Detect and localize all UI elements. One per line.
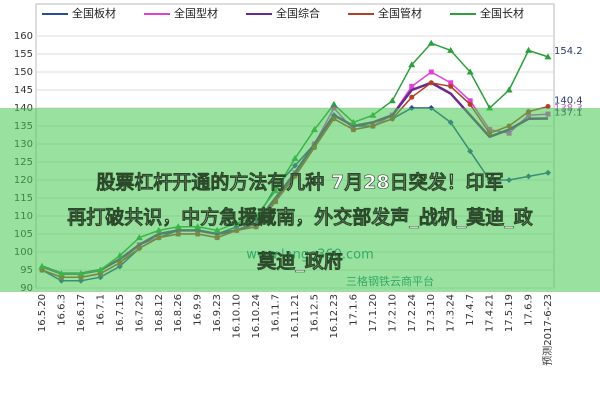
x-tick-label: 17.6.9	[524, 294, 535, 326]
watermark: 三格钢铁云商平台	[346, 274, 434, 288]
y-tick-label: 155	[14, 49, 33, 60]
marker	[525, 46, 533, 53]
marker	[544, 53, 552, 60]
y-tick-label: 150	[14, 67, 33, 78]
legend-label: 全国综合	[276, 6, 320, 20]
x-tick-label: 16.9.23	[212, 294, 223, 332]
marker	[467, 101, 473, 107]
data-label: 140.4	[554, 96, 583, 107]
marker	[467, 98, 473, 104]
marker	[466, 68, 474, 75]
marker	[409, 94, 415, 100]
x-tick-label: 17.4.21	[485, 294, 496, 332]
x-tick-label: 17.2.24	[407, 294, 418, 332]
x-tick-label: 16.6.3	[56, 294, 67, 326]
overlay-text: 莫迪_政府	[257, 250, 343, 273]
x-tick-label: 16.7.29	[134, 294, 145, 332]
legend-label: 全国型材	[174, 6, 218, 20]
x-tick-label: 16.11.21	[290, 294, 301, 339]
marker	[427, 39, 435, 46]
x-tick-label: 17.1.20	[368, 294, 379, 332]
x-tick-label: 17.4.7	[465, 294, 476, 326]
x-tick-label: 17.5.19	[504, 294, 515, 332]
marker	[545, 104, 551, 110]
marker	[330, 100, 338, 107]
x-tick-label: 16.10.24	[251, 294, 262, 339]
y-tick-label: 145	[14, 85, 33, 96]
x-tick-label: 17.2.10	[387, 294, 398, 332]
marker	[388, 97, 396, 104]
legend-label: 全国管材	[378, 6, 422, 20]
x-tick-label: 16.7.1	[95, 294, 106, 326]
marker	[505, 86, 513, 93]
overlay-text: 再打破共识，中方急援藏南，外交部发声_战机_莫迪_政	[67, 206, 534, 229]
marker	[448, 83, 454, 89]
marker	[408, 61, 416, 68]
x-tick-label: 17.3.10	[426, 294, 437, 332]
y-tick-label: 160	[14, 31, 33, 42]
marker	[428, 80, 434, 86]
legend-label: 全国长材	[480, 6, 524, 20]
marker	[409, 83, 415, 89]
legend-label: 全国板材	[72, 6, 116, 20]
x-tick-label: 16.12.5	[309, 294, 320, 332]
x-tick-label: 16.6.17	[76, 294, 87, 332]
x-tick-label: 16.8.12	[154, 294, 165, 332]
marker	[428, 69, 434, 75]
x-tick-label: 16.12.23	[329, 294, 340, 339]
x-tick-label: 16.8.26	[173, 294, 184, 332]
x-tick-label: 17.3.24	[446, 294, 457, 332]
x-tick-label: 16.9.9	[193, 294, 204, 326]
overlay-text: 股票杠杆开通的方法有几种 7月28日突发！印军	[96, 171, 503, 194]
x-tick-label: 预测2017-6-23	[541, 294, 554, 366]
marker	[447, 46, 455, 53]
marker	[448, 80, 454, 86]
x-tick-label: 16.11.7	[271, 294, 282, 332]
watermark: www.lange360.com	[246, 248, 374, 263]
data-label: 154.2	[554, 46, 583, 57]
x-tick-label: 16.10.10	[232, 294, 243, 339]
x-tick-label: 17.1.6	[348, 294, 359, 326]
x-tick-label: 16.5.20	[37, 294, 48, 332]
x-tick-label: 16.7.15	[115, 294, 126, 332]
overlay-banner	[0, 108, 600, 292]
